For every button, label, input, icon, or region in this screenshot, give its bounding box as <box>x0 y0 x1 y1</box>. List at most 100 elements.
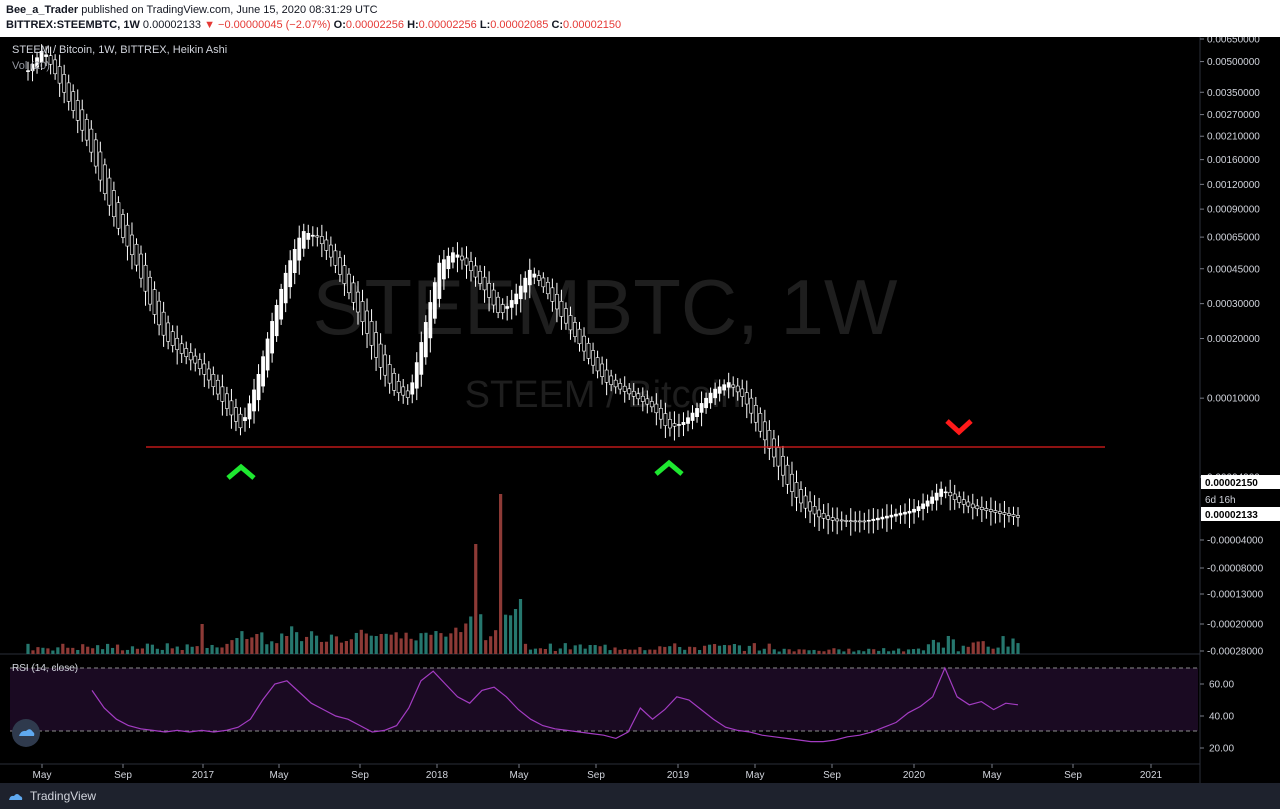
price-change: ▼ −0.00000045 (−2.07%) <box>204 19 331 31</box>
candle-body <box>536 275 541 281</box>
rsi-legend[interactable]: RSI (14, close) <box>12 663 79 674</box>
candle-body <box>432 282 437 319</box>
candle-body <box>125 224 130 247</box>
candle-body <box>595 357 600 372</box>
candle-body <box>839 519 844 522</box>
candle-body <box>518 285 523 300</box>
time-tick-label: May <box>33 770 52 781</box>
volume-bar <box>130 646 135 654</box>
candle-body <box>505 306 510 309</box>
candle-body <box>261 356 265 387</box>
volume-bar <box>339 642 344 654</box>
volume-bar <box>66 647 70 654</box>
tradingview-logo-icon[interactable] <box>8 789 24 803</box>
volume-bar <box>275 643 279 654</box>
candle-body <box>166 322 171 342</box>
volume-legend[interactable]: Vol (20) <box>12 60 50 72</box>
volume-bar <box>369 635 373 654</box>
volume-bar <box>140 648 145 654</box>
tradingview-logo-icon[interactable] <box>12 719 40 747</box>
volume-bar <box>215 647 219 654</box>
volume-bar <box>1001 636 1005 654</box>
volume-bar <box>195 646 199 654</box>
volume-bar <box>916 648 921 654</box>
candle-body <box>636 393 641 400</box>
candle-body <box>812 506 817 515</box>
volume-bar <box>503 614 508 654</box>
author-name[interactable]: Bee_a_Trader <box>6 4 79 16</box>
volume-axis: -0.00004000 -0.00008000 -0.00013000 -0.0002… <box>1200 536 1264 658</box>
volume-bar <box>762 648 766 654</box>
volume-bar <box>877 650 881 654</box>
candle-body <box>401 386 406 396</box>
time-tick-label: 2021 <box>1140 770 1163 781</box>
volume-bar <box>588 644 592 654</box>
time-tick-label: Sep <box>823 770 841 781</box>
volume-bar <box>265 644 269 654</box>
candle-body <box>948 491 953 497</box>
volume-bar <box>150 644 154 654</box>
volume-bar <box>494 630 498 654</box>
candle-body <box>478 271 482 284</box>
volume-bar <box>518 599 523 654</box>
candle-body <box>387 364 392 384</box>
price-tick-label: 0.00045000 <box>1207 264 1260 275</box>
price-tick-label: 0.00120000 <box>1207 180 1260 191</box>
candle-body <box>134 243 139 266</box>
chart-canvas[interactable]: STEEMBTC, 1W STEEM / Bitcoin 0.006500000… <box>0 35 1280 783</box>
candle-body <box>48 55 53 65</box>
volume-bar <box>101 649 105 654</box>
candle-body <box>338 257 342 275</box>
candle-body <box>799 489 803 504</box>
high-label: H: <box>407 19 419 31</box>
volume-bar <box>41 647 45 654</box>
last-price-badge <box>1201 475 1280 489</box>
volume-bar <box>76 649 80 654</box>
chart-area[interactable]: STEEMBTC, 1W STEEM / Bitcoin 0.00650000 0… <box>0 35 1280 783</box>
time-tick-label: May <box>270 770 289 781</box>
time-tick-label: 2017 <box>192 770 215 781</box>
price-tick-label: 0.00160000 <box>1207 155 1260 166</box>
volume-bar <box>807 650 811 654</box>
candle-body <box>532 273 537 278</box>
candle-body <box>613 379 618 388</box>
candle-body <box>356 291 360 313</box>
candle-body <box>143 264 148 292</box>
volume-bar <box>772 649 776 654</box>
volume-bar <box>812 649 816 654</box>
candle-body <box>360 301 365 322</box>
up-chevron-icon <box>226 463 256 480</box>
candle-body <box>654 403 659 414</box>
volume-bar <box>290 626 294 654</box>
footer-brand[interactable]: TradingView <box>30 789 97 803</box>
time-tick-label: 2018 <box>426 770 449 781</box>
volume-bar <box>240 631 244 654</box>
volume-bar <box>424 632 428 654</box>
candle-body <box>871 518 876 521</box>
candle-body <box>464 257 469 266</box>
candle-body <box>161 311 166 336</box>
volume-bar <box>513 609 518 654</box>
candle-body <box>319 236 324 245</box>
candle-body <box>324 239 329 251</box>
volume-bar <box>304 636 309 654</box>
candle-body <box>767 430 772 449</box>
candle-body <box>310 234 315 237</box>
volume-bar <box>499 494 503 654</box>
volume-bar <box>170 648 174 654</box>
volume-bar <box>817 650 821 654</box>
main-legend[interactable]: STEEM / Bitcoin, 1W, BITTREX, Heikin Ash… <box>12 44 228 56</box>
candle-body <box>658 408 663 420</box>
candle-body <box>903 511 907 515</box>
candle-body <box>726 382 731 388</box>
candle-body <box>695 408 699 418</box>
candle-body <box>148 276 152 305</box>
volume-tick-label: -0.00028000 <box>1207 647 1264 658</box>
price-axis: 0.00650000 0.00500000 0.00350000 0.00270000… <box>1200 35 1260 484</box>
volume-bar <box>155 648 159 654</box>
candle-body <box>283 272 288 304</box>
candle-body <box>830 517 835 521</box>
footer-bar: TradingView <box>0 783 1280 809</box>
candle-body <box>988 509 993 512</box>
volume-bar <box>961 645 965 654</box>
